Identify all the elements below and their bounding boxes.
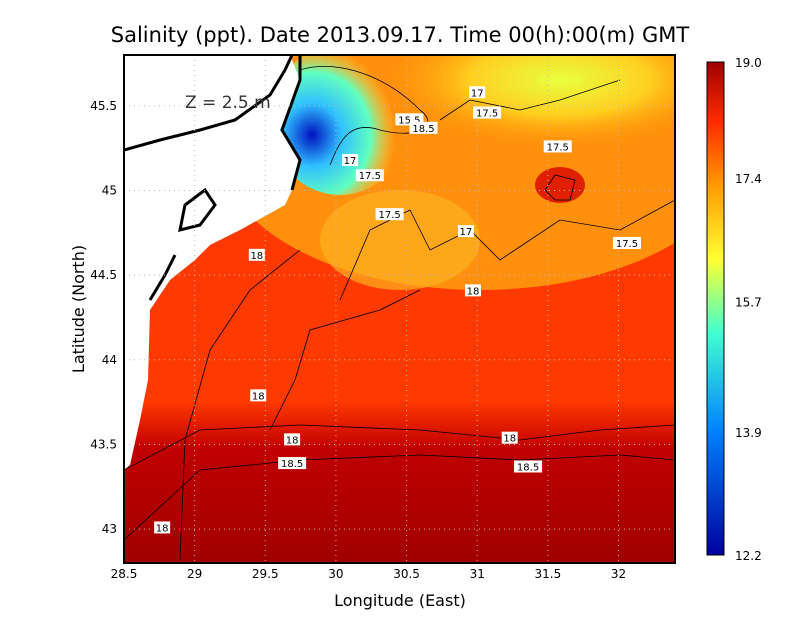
contour-label: 17.5 bbox=[547, 142, 569, 153]
contour-label: 18 bbox=[250, 251, 263, 262]
contour-label: 18 bbox=[286, 435, 299, 446]
x-tick-label: 28.5 bbox=[111, 567, 138, 581]
y-tick-label: 44 bbox=[102, 353, 117, 367]
depth-label: Z = 2.5 m bbox=[185, 93, 271, 113]
x-axis-label: Longitude (East) bbox=[334, 591, 466, 610]
y-tick-label: 43 bbox=[102, 522, 117, 536]
contour-label: 17.5 bbox=[359, 171, 381, 182]
colorbar-tick-label: 13.9 bbox=[735, 426, 762, 440]
coastline bbox=[124, 55, 302, 301]
colorbar bbox=[706, 61, 725, 556]
colorbar-tick-label: 19.0 bbox=[735, 56, 762, 70]
contour-label: 17 bbox=[460, 227, 473, 238]
contour-label-bg bbox=[409, 121, 438, 134]
colorbar-tick-label: 17.4 bbox=[735, 172, 762, 186]
x-axis-ticks: 28.5 29 29.5 30 30.5 31 31.5 32 bbox=[111, 567, 626, 581]
contour-line-18 bbox=[124, 424, 675, 471]
contour-labels: 1717.515.518.517.51717.517.51717.5181818… bbox=[154, 86, 641, 534]
contour-label-bg bbox=[284, 433, 301, 446]
contour-label: 18 bbox=[252, 391, 265, 402]
contour-label-bg bbox=[612, 236, 641, 249]
y-tick-label: 44.5 bbox=[90, 268, 117, 282]
x-tick-label: 31 bbox=[470, 567, 485, 581]
y-tick-label: 45.5 bbox=[90, 99, 117, 113]
contour-label-bg bbox=[355, 169, 384, 182]
field-south-band bbox=[124, 400, 675, 563]
y-axis-ticks: 43 43.5 44 44.5 45 45.5 bbox=[90, 99, 117, 536]
contour-label: 17 bbox=[471, 88, 484, 99]
contour-label-bg bbox=[464, 284, 481, 297]
colorbar-ticks: 19.0 17.4 15.7 13.9 12.2 bbox=[735, 56, 762, 563]
contour-lines bbox=[124, 66, 675, 561]
y-tick-label: 45 bbox=[102, 183, 117, 197]
contour-label: 15.5 bbox=[398, 115, 420, 126]
x-tick-label: 31.5 bbox=[534, 567, 561, 581]
x-tick-label: 32 bbox=[611, 567, 626, 581]
field-yellow-north bbox=[380, 55, 675, 150]
contour-label: 18 bbox=[156, 523, 169, 534]
contour-label-bg bbox=[278, 457, 307, 470]
contour-line-18-mid bbox=[269, 289, 421, 431]
colorbar-tick-label: 15.7 bbox=[735, 295, 762, 309]
contour-label: 18.5 bbox=[412, 124, 434, 135]
field-yellow-mid bbox=[320, 190, 480, 290]
salinity-field: 1717.515.518.517.51717.517.51717.5181818… bbox=[124, 55, 675, 563]
contour-label-bg bbox=[514, 460, 543, 473]
x-tick-label: 29 bbox=[187, 567, 202, 581]
chart-title: Salinity (ppt). Date 2013.09.17. Time 00… bbox=[111, 23, 690, 47]
y-axis-label: Latitude (North) bbox=[69, 245, 88, 373]
contour-label-bg bbox=[248, 248, 265, 261]
contour-label-bg bbox=[250, 389, 267, 402]
contour-label: 18 bbox=[467, 286, 480, 297]
contour-label-bg bbox=[342, 153, 359, 166]
land-area bbox=[124, 55, 300, 470]
contour-label-bg bbox=[375, 208, 404, 221]
x-tick-label: 30 bbox=[328, 567, 343, 581]
contour-label-bg bbox=[543, 140, 572, 153]
contour-label: 17.5 bbox=[476, 109, 498, 120]
contour-label: 17.5 bbox=[616, 239, 638, 250]
contour-label-bg bbox=[473, 106, 502, 119]
contour-line-18-west bbox=[179, 249, 301, 561]
contour-line-17 bbox=[439, 79, 621, 121]
contour-label-bg bbox=[501, 431, 518, 444]
x-tick-label: 30.5 bbox=[393, 567, 420, 581]
colorbar-tick-label: 12.2 bbox=[735, 549, 762, 563]
gridlines bbox=[124, 55, 675, 563]
plot-frame bbox=[123, 54, 676, 564]
x-tick-label: 29.5 bbox=[252, 567, 279, 581]
field-red-eddy bbox=[535, 167, 585, 203]
contour-line-18-5 bbox=[124, 454, 675, 541]
contour-label: 18 bbox=[503, 434, 516, 445]
contour-label-bg bbox=[457, 225, 474, 238]
contour-label: 18.5 bbox=[517, 462, 539, 473]
contour-label: 17.5 bbox=[378, 210, 400, 221]
contour-label-bg bbox=[154, 521, 171, 534]
contour-label: 18.5 bbox=[281, 459, 303, 470]
field-low-salinity-plume bbox=[270, 55, 410, 195]
contour-label: 17 bbox=[344, 156, 357, 167]
contour-label-bg bbox=[469, 86, 486, 99]
contour-line-eddy bbox=[544, 174, 576, 201]
y-tick-label: 43.5 bbox=[90, 437, 117, 451]
